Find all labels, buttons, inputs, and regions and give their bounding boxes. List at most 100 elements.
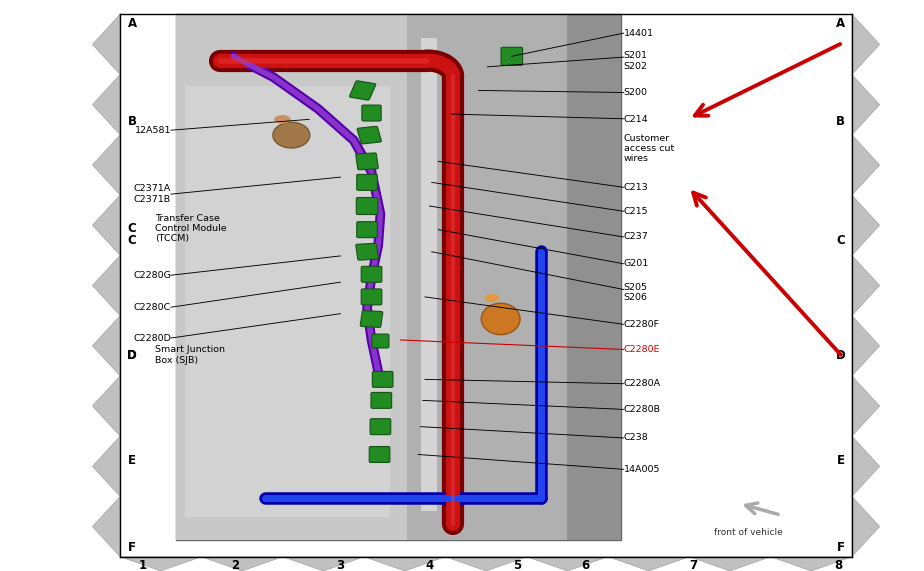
Text: D: D (836, 349, 845, 361)
Text: front of vehicle: front of vehicle (714, 528, 783, 537)
FancyBboxPatch shape (360, 311, 383, 327)
Polygon shape (92, 195, 120, 255)
Text: C2280F: C2280F (624, 320, 660, 329)
Text: D: D (128, 349, 137, 361)
FancyBboxPatch shape (358, 126, 382, 144)
Polygon shape (92, 75, 120, 135)
FancyBboxPatch shape (372, 371, 393, 387)
Text: C2280G: C2280G (133, 271, 171, 280)
FancyBboxPatch shape (420, 38, 437, 511)
Text: C2280E: C2280E (624, 345, 661, 354)
Polygon shape (92, 316, 120, 376)
FancyBboxPatch shape (371, 392, 392, 408)
Text: C213: C213 (624, 183, 649, 192)
FancyBboxPatch shape (567, 14, 621, 540)
Text: C2280D: C2280D (133, 333, 171, 343)
Polygon shape (852, 135, 880, 195)
Polygon shape (364, 557, 445, 571)
Text: A: A (836, 18, 845, 30)
Text: 4: 4 (426, 559, 433, 571)
Polygon shape (852, 436, 880, 496)
Polygon shape (445, 557, 527, 571)
Text: B: B (836, 115, 845, 127)
Text: A: A (128, 18, 137, 30)
Text: E: E (837, 455, 845, 467)
Text: C2280B: C2280B (624, 405, 661, 414)
Polygon shape (771, 557, 852, 571)
Polygon shape (689, 557, 771, 571)
Text: C2371A
C2371B: C2371A C2371B (134, 184, 171, 204)
Text: B: B (128, 115, 137, 127)
Text: C: C (836, 235, 845, 247)
Text: F: F (128, 541, 136, 553)
Text: C237: C237 (624, 232, 649, 242)
Text: S201
S202: S201 S202 (624, 51, 648, 71)
Polygon shape (92, 436, 120, 496)
Polygon shape (852, 496, 880, 557)
Polygon shape (852, 376, 880, 436)
FancyBboxPatch shape (176, 14, 407, 540)
Polygon shape (92, 496, 120, 557)
Text: Transfer Case
Control Module
(TCCM): Transfer Case Control Module (TCCM) (155, 214, 227, 243)
Polygon shape (283, 557, 364, 571)
Text: 7: 7 (689, 559, 697, 571)
FancyBboxPatch shape (176, 14, 621, 540)
Polygon shape (92, 376, 120, 436)
Polygon shape (852, 195, 880, 255)
Polygon shape (527, 557, 608, 571)
FancyBboxPatch shape (370, 447, 390, 463)
Text: 5: 5 (514, 559, 521, 571)
Text: C238: C238 (624, 433, 649, 443)
FancyBboxPatch shape (357, 222, 377, 238)
Text: D: D (128, 349, 137, 361)
Text: C2280A: C2280A (624, 379, 661, 388)
Text: 8: 8 (834, 559, 842, 571)
Polygon shape (92, 255, 120, 316)
Polygon shape (608, 557, 689, 571)
FancyBboxPatch shape (349, 81, 376, 100)
FancyBboxPatch shape (501, 47, 523, 65)
FancyBboxPatch shape (371, 419, 391, 435)
Text: E: E (128, 455, 136, 467)
FancyBboxPatch shape (361, 266, 382, 282)
Ellipse shape (484, 294, 499, 302)
Polygon shape (92, 135, 120, 195)
Text: 6: 6 (581, 559, 589, 571)
Text: C214: C214 (624, 115, 649, 124)
Text: 14A005: 14A005 (624, 465, 661, 474)
Polygon shape (852, 255, 880, 316)
Text: G201: G201 (624, 259, 649, 268)
FancyBboxPatch shape (356, 153, 378, 170)
Ellipse shape (273, 122, 310, 148)
Text: 1: 1 (140, 559, 147, 571)
FancyBboxPatch shape (356, 243, 378, 260)
Text: C2280C: C2280C (134, 303, 171, 312)
Text: C: C (128, 235, 137, 247)
FancyBboxPatch shape (185, 86, 390, 517)
Text: 12A581: 12A581 (134, 126, 171, 135)
Text: 3: 3 (336, 559, 344, 571)
FancyBboxPatch shape (361, 289, 382, 305)
Ellipse shape (481, 303, 520, 335)
FancyBboxPatch shape (357, 174, 377, 190)
Polygon shape (120, 557, 201, 571)
Polygon shape (852, 316, 880, 376)
Text: C215: C215 (624, 207, 649, 216)
Polygon shape (201, 557, 283, 571)
Text: S200: S200 (624, 88, 648, 97)
FancyBboxPatch shape (357, 198, 378, 215)
Text: Smart Junction
Box (SJB): Smart Junction Box (SJB) (155, 345, 225, 365)
Text: Customer
access cut
wires: Customer access cut wires (624, 134, 674, 163)
FancyBboxPatch shape (407, 14, 621, 540)
Text: S205
S206: S205 S206 (624, 283, 648, 302)
FancyBboxPatch shape (362, 105, 382, 121)
Text: C: C (128, 222, 137, 235)
FancyBboxPatch shape (371, 334, 389, 348)
Text: 14401: 14401 (624, 29, 653, 38)
Text: 2: 2 (232, 559, 239, 571)
Ellipse shape (274, 115, 291, 124)
Text: F: F (837, 541, 845, 553)
Polygon shape (92, 14, 120, 75)
Polygon shape (852, 75, 880, 135)
Polygon shape (852, 14, 880, 75)
